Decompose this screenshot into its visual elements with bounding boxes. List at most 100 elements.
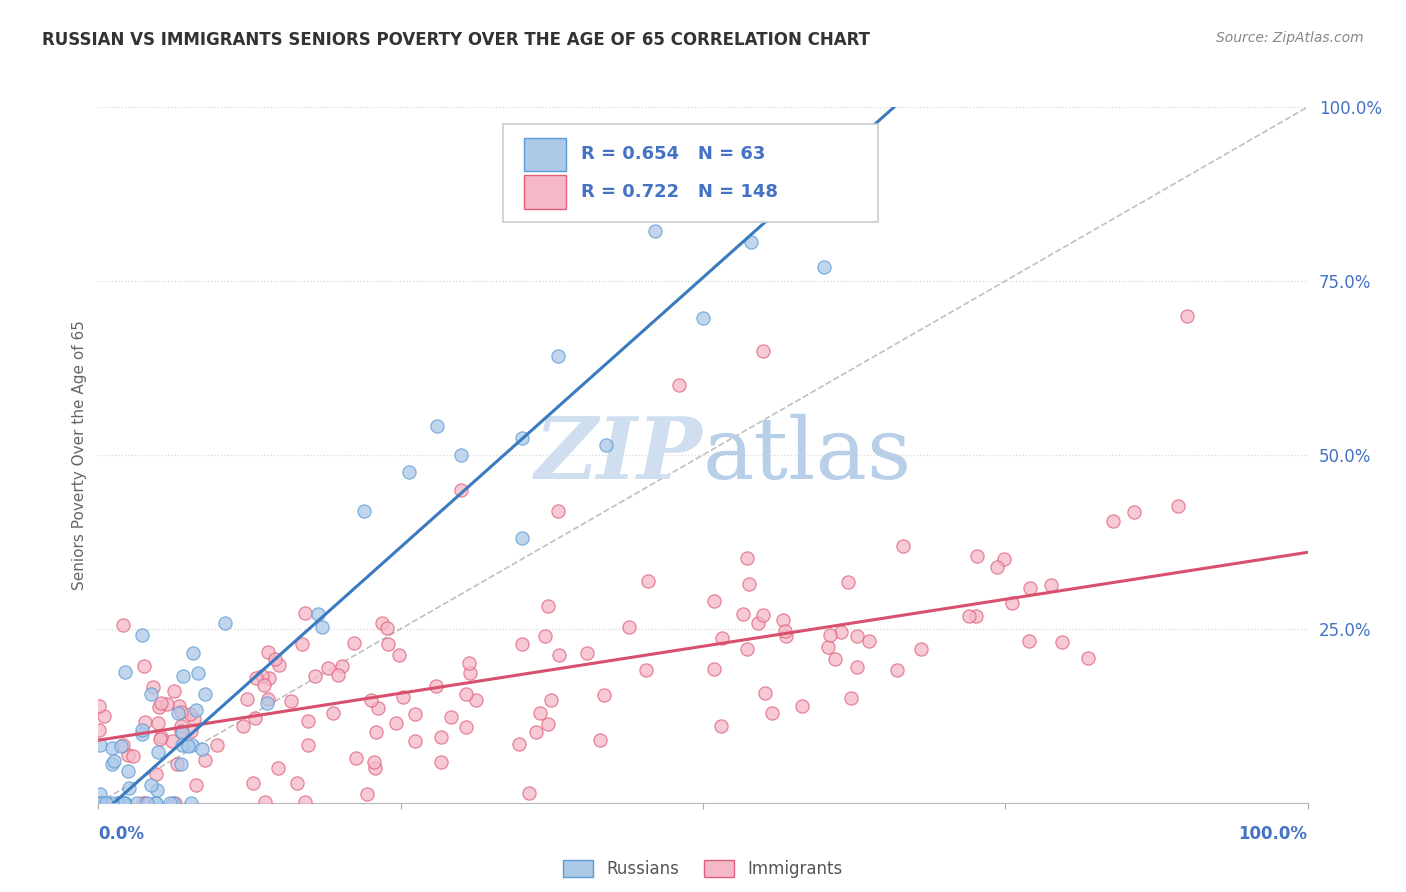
Point [267, 657, 290, 672]
Point [170, 725, 193, 739]
Point [162, 684, 184, 698]
Point [297, 739, 319, 753]
Point [966, 549, 988, 563]
Point [886, 664, 908, 678]
Point [508, 737, 530, 751]
Point [540, 693, 562, 707]
Point [297, 714, 319, 729]
Point [256, 692, 278, 706]
Point [146, 715, 169, 730]
Point [529, 706, 551, 720]
Point [440, 710, 463, 724]
Point [772, 613, 794, 627]
Point [668, 378, 690, 392]
Point [145, 767, 167, 781]
Point [356, 787, 378, 801]
Point [735, 550, 758, 565]
Point [172, 668, 194, 682]
Point [294, 795, 316, 809]
Point [267, 761, 290, 775]
Point [385, 716, 408, 731]
Point [910, 642, 932, 657]
Point [150, 730, 173, 744]
Point [692, 311, 714, 326]
Point [818, 628, 841, 642]
Point [131, 627, 153, 641]
Point [430, 730, 453, 744]
Point [761, 706, 783, 721]
Point [360, 693, 382, 707]
Point [364, 761, 387, 775]
Point [824, 652, 846, 666]
Point [307, 607, 329, 621]
Point [107, 796, 129, 810]
Point [242, 775, 264, 789]
Point [142, 680, 165, 694]
Point [87, 723, 110, 737]
Point [304, 669, 326, 683]
Point [94, 796, 117, 810]
Point [285, 776, 308, 790]
Point [94, 796, 117, 810]
Point [190, 741, 212, 756]
Point [1123, 505, 1146, 519]
Point [316, 661, 339, 675]
Point [180, 724, 202, 739]
Point [169, 698, 191, 713]
Point [845, 660, 868, 674]
Point [101, 796, 124, 810]
Point [134, 796, 156, 810]
Text: ZIP: ZIP [536, 413, 703, 497]
Point [156, 697, 179, 711]
Point [537, 599, 560, 613]
Point [330, 659, 353, 673]
Point [754, 685, 776, 699]
Point [965, 608, 987, 623]
Point [256, 645, 278, 659]
Bar [524, 137, 567, 171]
Point [114, 796, 136, 810]
Point [117, 747, 139, 762]
Point [344, 750, 367, 764]
Point [121, 749, 143, 764]
Point [112, 796, 135, 810]
Point [311, 620, 333, 634]
Point [425, 680, 447, 694]
Point [169, 757, 191, 772]
Point [111, 796, 134, 810]
Point [110, 739, 132, 754]
Point [740, 235, 762, 249]
Point [194, 687, 217, 701]
Point [391, 690, 413, 705]
Point [181, 646, 204, 660]
Point [986, 559, 1008, 574]
Point [363, 756, 385, 770]
Point [957, 609, 980, 624]
Point [510, 431, 533, 445]
Point [367, 701, 389, 715]
Point [644, 224, 666, 238]
Text: Source: ZipAtlas.com: Source: ZipAtlas.com [1216, 31, 1364, 45]
Point [711, 631, 734, 645]
Point [456, 687, 478, 701]
Point [184, 703, 207, 717]
Point [145, 796, 167, 810]
Text: R = 0.654   N = 63: R = 0.654 N = 63 [581, 145, 765, 163]
Point [510, 532, 533, 546]
Point [90, 796, 112, 810]
Point [107, 796, 129, 810]
Point [547, 503, 569, 517]
Point [752, 343, 775, 358]
FancyBboxPatch shape [503, 124, 879, 222]
Point [398, 465, 420, 479]
Point [458, 656, 481, 670]
Point [388, 648, 411, 662]
Point [702, 593, 724, 607]
Point [322, 706, 344, 720]
Point [236, 692, 259, 706]
Point [170, 705, 193, 719]
Point [617, 620, 640, 634]
Point [593, 689, 616, 703]
Point [257, 671, 280, 685]
Point [179, 706, 201, 721]
